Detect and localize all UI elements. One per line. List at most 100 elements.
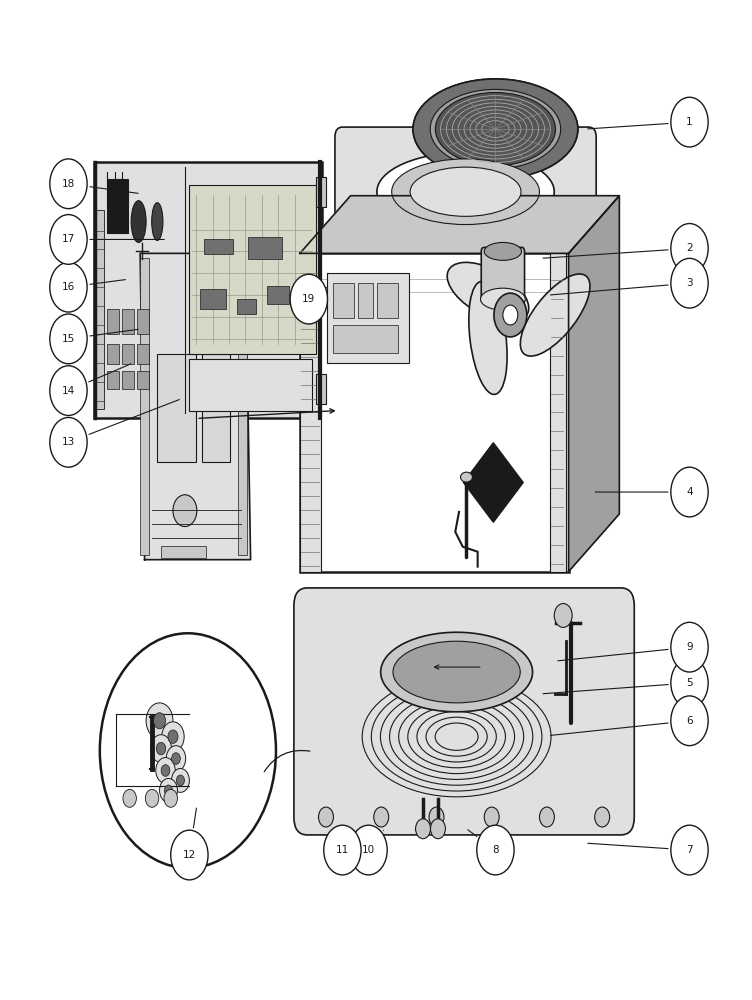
Bar bbox=[202, 354, 230, 462]
Circle shape bbox=[290, 274, 327, 324]
Circle shape bbox=[168, 730, 178, 743]
Ellipse shape bbox=[430, 89, 561, 169]
Text: 8: 8 bbox=[492, 845, 499, 855]
Text: 2: 2 bbox=[686, 243, 693, 253]
Circle shape bbox=[319, 807, 333, 827]
Text: 14: 14 bbox=[62, 386, 75, 396]
Polygon shape bbox=[300, 196, 620, 253]
Circle shape bbox=[166, 746, 186, 771]
Circle shape bbox=[145, 789, 159, 807]
Bar bbox=[326, 273, 409, 363]
Circle shape bbox=[50, 215, 87, 264]
Bar bbox=[140, 258, 149, 555]
Bar bbox=[378, 283, 399, 318]
Bar bbox=[238, 258, 247, 555]
Ellipse shape bbox=[484, 242, 522, 260]
Bar bbox=[200, 289, 226, 309]
Bar bbox=[332, 283, 353, 318]
Circle shape bbox=[671, 658, 708, 708]
Circle shape bbox=[161, 765, 170, 776]
Circle shape bbox=[171, 830, 208, 880]
Bar bbox=[316, 177, 326, 207]
Ellipse shape bbox=[413, 79, 578, 179]
Ellipse shape bbox=[381, 632, 532, 712]
FancyBboxPatch shape bbox=[335, 127, 596, 256]
Bar bbox=[108, 179, 128, 233]
Circle shape bbox=[159, 778, 177, 802]
Ellipse shape bbox=[152, 203, 163, 240]
Circle shape bbox=[164, 789, 177, 807]
Ellipse shape bbox=[460, 472, 472, 482]
Circle shape bbox=[177, 775, 184, 786]
Text: 19: 19 bbox=[302, 294, 315, 304]
Circle shape bbox=[374, 807, 389, 827]
Polygon shape bbox=[569, 196, 620, 572]
Circle shape bbox=[50, 417, 87, 467]
Text: 13: 13 bbox=[62, 437, 75, 447]
Circle shape bbox=[165, 785, 172, 796]
FancyBboxPatch shape bbox=[294, 588, 634, 835]
Text: 12: 12 bbox=[183, 850, 196, 860]
Bar bbox=[108, 309, 120, 334]
Circle shape bbox=[100, 633, 276, 868]
Circle shape bbox=[554, 604, 572, 627]
Bar bbox=[550, 253, 566, 572]
Bar bbox=[123, 344, 134, 364]
Polygon shape bbox=[463, 443, 523, 522]
Bar bbox=[237, 299, 256, 314]
Circle shape bbox=[162, 722, 184, 752]
Bar bbox=[108, 344, 120, 364]
Text: 6: 6 bbox=[686, 716, 693, 726]
Bar bbox=[189, 359, 312, 410]
Bar bbox=[157, 354, 196, 462]
Circle shape bbox=[430, 819, 445, 839]
Circle shape bbox=[671, 258, 708, 308]
Bar bbox=[137, 344, 149, 364]
Circle shape bbox=[416, 819, 430, 839]
FancyBboxPatch shape bbox=[481, 247, 525, 303]
Circle shape bbox=[156, 758, 175, 783]
Circle shape bbox=[484, 807, 499, 827]
Bar bbox=[316, 374, 326, 404]
Text: 17: 17 bbox=[62, 234, 75, 244]
Bar bbox=[137, 309, 149, 334]
Text: 3: 3 bbox=[686, 278, 693, 288]
Text: 15: 15 bbox=[62, 334, 75, 344]
Ellipse shape bbox=[377, 152, 554, 231]
Ellipse shape bbox=[131, 201, 146, 242]
Bar bbox=[123, 371, 134, 389]
Bar bbox=[248, 237, 282, 259]
Ellipse shape bbox=[392, 159, 539, 225]
Circle shape bbox=[146, 703, 173, 739]
Circle shape bbox=[671, 467, 708, 517]
Text: 5: 5 bbox=[686, 678, 693, 688]
Bar bbox=[300, 253, 321, 572]
Circle shape bbox=[671, 825, 708, 875]
Text: 10: 10 bbox=[362, 845, 375, 855]
Text: 9: 9 bbox=[686, 642, 693, 652]
Bar bbox=[161, 546, 206, 558]
Bar bbox=[267, 286, 290, 304]
Ellipse shape bbox=[393, 641, 520, 703]
Circle shape bbox=[429, 807, 444, 827]
Ellipse shape bbox=[447, 262, 529, 322]
Circle shape bbox=[173, 495, 197, 527]
Bar bbox=[189, 185, 316, 354]
Ellipse shape bbox=[413, 79, 578, 179]
Circle shape bbox=[595, 807, 610, 827]
Circle shape bbox=[350, 825, 387, 875]
Circle shape bbox=[671, 97, 708, 147]
Text: 16: 16 bbox=[62, 282, 75, 292]
Bar bbox=[204, 239, 233, 254]
Circle shape bbox=[156, 742, 165, 755]
Ellipse shape bbox=[435, 93, 556, 166]
Bar bbox=[94, 162, 322, 418]
Circle shape bbox=[171, 753, 180, 764]
Ellipse shape bbox=[410, 167, 521, 216]
Circle shape bbox=[150, 735, 171, 763]
Circle shape bbox=[671, 696, 708, 746]
Circle shape bbox=[123, 789, 136, 807]
Circle shape bbox=[50, 159, 87, 209]
Circle shape bbox=[50, 314, 87, 364]
Polygon shape bbox=[140, 253, 250, 560]
